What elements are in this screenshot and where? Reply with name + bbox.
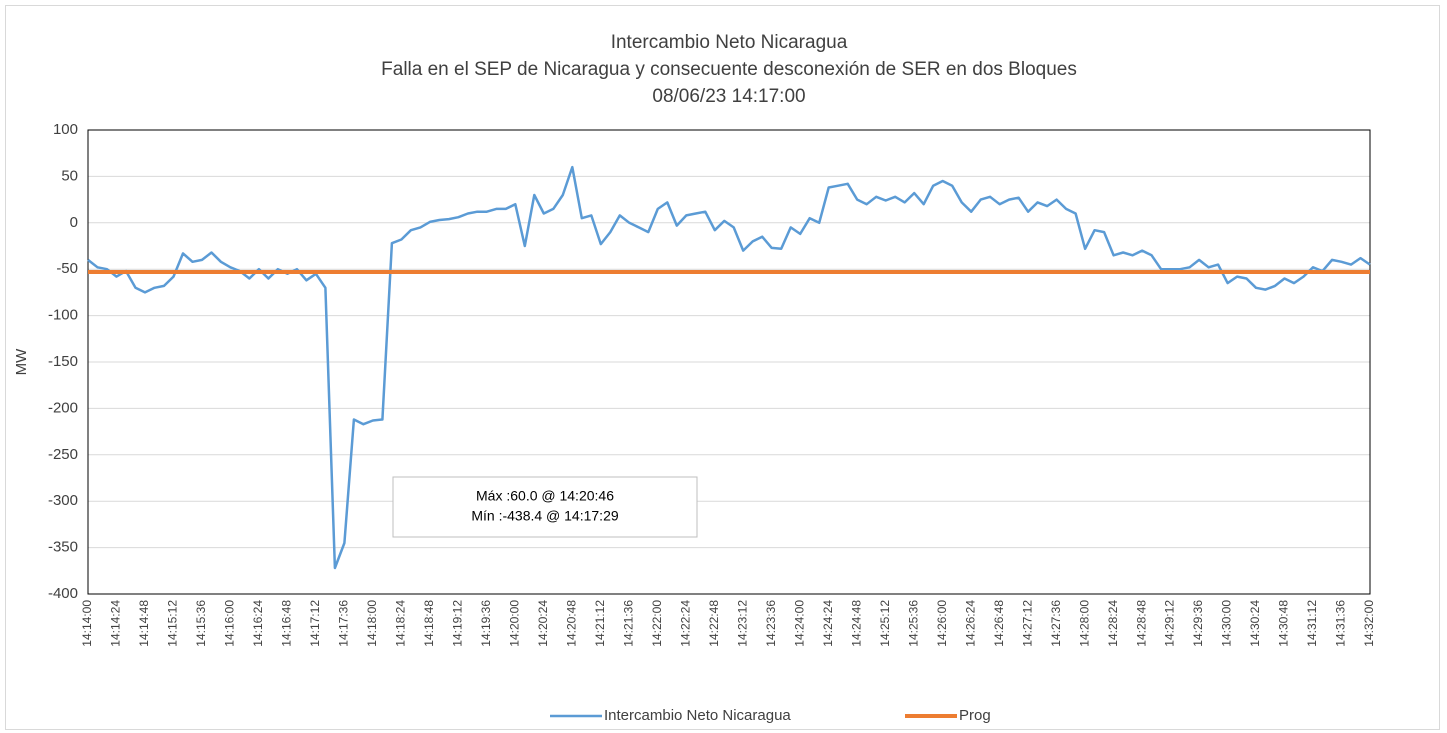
x-tick-label: 14:18:24 [394,600,408,647]
x-tick-label: 14:32:00 [1362,600,1376,647]
y-tick-label: -400 [48,585,78,602]
annotation-box [392,476,698,538]
x-tick-label: 14:22:48 [707,600,721,647]
x-tick-label: 14:23:12 [735,600,749,647]
y-tick-label: -100 [48,307,78,324]
x-tick-label: 14:27:36 [1049,600,1063,647]
x-tick-label: 14:22:24 [678,600,692,647]
x-tick-label: 14:28:00 [1077,600,1091,647]
x-tick-label: 14:19:36 [479,600,493,647]
x-tick-label: 14:14:00 [80,600,94,647]
x-tick-label: 14:18:48 [422,600,436,647]
x-tick-label: 14:25:36 [906,600,920,647]
x-tick-label: 14:17:12 [308,600,322,647]
y-tick-label: -250 [48,446,78,463]
x-tick-label: 14:18:00 [365,600,379,647]
x-tick-label: 14:19:12 [451,600,465,647]
y-tick-label: 50 [61,167,78,184]
y-tick-label: 0 [70,214,78,231]
x-tick-label: 14:14:48 [137,600,151,647]
x-tick-label: 14:21:12 [593,600,607,647]
x-tick-label: 14:28:24 [1106,600,1120,647]
x-tick-label: 14:26:24 [963,600,977,647]
x-tick-label: 14:15:36 [194,600,208,647]
x-tick-label: 14:16:00 [223,600,237,647]
chart-subtitle: Falla en el SEP de Nicaragua y consecuen… [381,59,1077,80]
chart-frame [5,5,1440,730]
x-tick-label: 14:31:12 [1305,600,1319,647]
x-tick-label: 14:15:12 [166,600,180,647]
x-tick-label: 14:17:36 [337,600,351,647]
y-axis-label: MW [13,348,30,375]
x-tick-label: 14:20:24 [536,600,550,647]
x-tick-label: 14:30:24 [1248,600,1262,647]
x-tick-label: 14:27:12 [1020,600,1034,647]
x-tick-label: 14:29:12 [1163,600,1177,647]
x-tick-label: 14:24:48 [849,600,863,647]
x-tick-label: 14:30:48 [1277,600,1291,647]
x-tick-label: 14:29:36 [1191,600,1205,647]
x-tick-label: 14:31:36 [1334,600,1348,647]
x-tick-label: 14:20:48 [564,600,578,647]
y-tick-label: -300 [48,492,78,509]
series-line [87,165,1371,570]
x-tick-label: 14:20:00 [508,600,522,647]
annotation: Máx :60.0 @ 14:20:46 [476,488,614,504]
x-tick-label: 14:16:48 [280,600,294,647]
y-tick-label: -200 [48,399,78,416]
chart-title: Intercambio Neto Nicaragua [611,32,848,53]
legend-label: Prog [959,707,991,724]
y-tick-label: -350 [48,539,78,556]
x-tick-label: 14:25:12 [878,600,892,647]
x-tick-label: 14:23:36 [764,600,778,647]
y-tick-label: -150 [48,353,78,370]
annotation: Mín :-438.4 @ 14:17:29 [471,508,619,524]
y-tick-label: -50 [56,260,78,277]
x-tick-label: 14:30:00 [1220,600,1234,647]
x-tick-label: 14:21:36 [621,600,635,647]
y-tick-label: 100 [53,121,78,138]
x-tick-label: 14:16:24 [251,600,265,647]
x-tick-label: 14:24:24 [821,600,835,647]
x-tick-label: 14:14:24 [109,600,123,647]
x-tick-label: 14:28:48 [1134,600,1148,647]
x-tick-label: 14:24:00 [792,600,806,647]
chart-date: 08/06/23 14:17:00 [652,86,805,107]
x-tick-label: 14:22:00 [650,600,664,647]
x-tick-label: 14:26:00 [935,600,949,647]
plot-border [87,129,1371,595]
x-tick-label: 14:26:48 [992,600,1006,647]
legend-label: Intercambio Neto Nicaragua [604,707,791,724]
